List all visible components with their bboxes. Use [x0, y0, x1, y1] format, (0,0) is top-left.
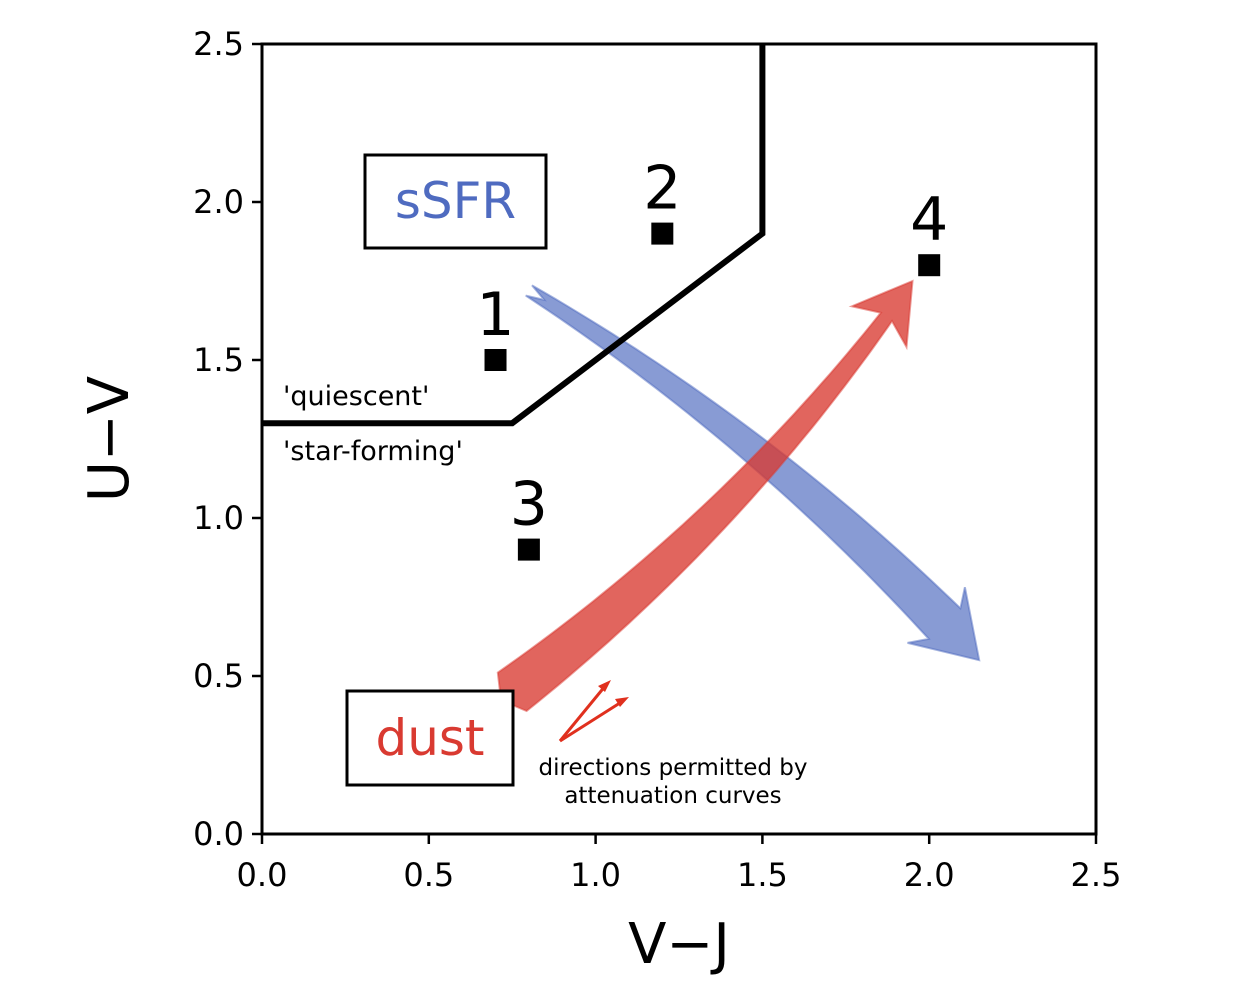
ssfr-label: sSFR — [395, 172, 516, 230]
ssfr-arrow — [525, 284, 981, 662]
arrows-layer — [496, 279, 981, 713]
y-axis-ticks: 0.0 0.5 1.0 1.5 2.0 2.5 — [193, 25, 262, 853]
star-forming-label: 'star-forming' — [283, 436, 463, 467]
data-point-marker — [517, 538, 540, 561]
data-point-label: 2 — [643, 154, 681, 224]
attenuation-arrow-shallow-head — [615, 697, 629, 707]
data-point-marker — [651, 222, 674, 245]
ssfr-label-box — [363, 153, 548, 250]
quiescent-label: 'quiescent' — [283, 381, 429, 412]
x-tick-label: 1.0 — [570, 856, 621, 894]
data-points: 1 2 3 4 — [476, 154, 948, 561]
data-point-marker — [484, 349, 507, 371]
x-tick-label: 0.5 — [403, 856, 454, 894]
data-point-label: 3 — [510, 470, 548, 540]
y-tick-label: 2.5 — [193, 25, 244, 63]
x-tick-label: 2.0 — [904, 856, 955, 894]
attenuation-note-line1: directions permitted by — [539, 755, 808, 781]
dust-label: dust — [375, 709, 484, 767]
attenuation-note-line2: attenuation curves — [564, 783, 781, 809]
x-tick-label: 0.0 — [237, 856, 288, 894]
x-tick-label: 1.5 — [737, 856, 788, 894]
x-tick-label: 2.5 — [1071, 856, 1122, 894]
y-tick-label: 0.0 — [193, 815, 244, 853]
data-point-marker — [918, 254, 941, 277]
attenuation-arrow-shallow — [559, 699, 624, 743]
plot-frame — [260, 42, 1098, 836]
y-axis-label: U−V — [77, 376, 142, 502]
attenuation-arrow-steep — [558, 684, 608, 742]
quiescent-boundary-line — [262, 44, 766, 427]
attenuation-arrow-steep-head — [598, 680, 611, 692]
attenuation-direction-arrows — [558, 680, 629, 743]
y-tick-label: 1.0 — [193, 499, 244, 537]
x-axis-label: V−J — [628, 912, 730, 977]
dust-arrow — [496, 279, 914, 713]
dust-label-box — [345, 689, 515, 787]
y-tick-label: 0.5 — [193, 657, 244, 695]
y-tick-label: 2.0 — [193, 183, 244, 221]
x-axis-ticks: 0.0 0.5 1.0 1.5 2.0 2.5 — [237, 834, 1122, 894]
y-tick-label: 1.5 — [193, 341, 244, 379]
data-point-label: 4 — [910, 185, 948, 255]
data-point-label: 1 — [476, 280, 514, 350]
